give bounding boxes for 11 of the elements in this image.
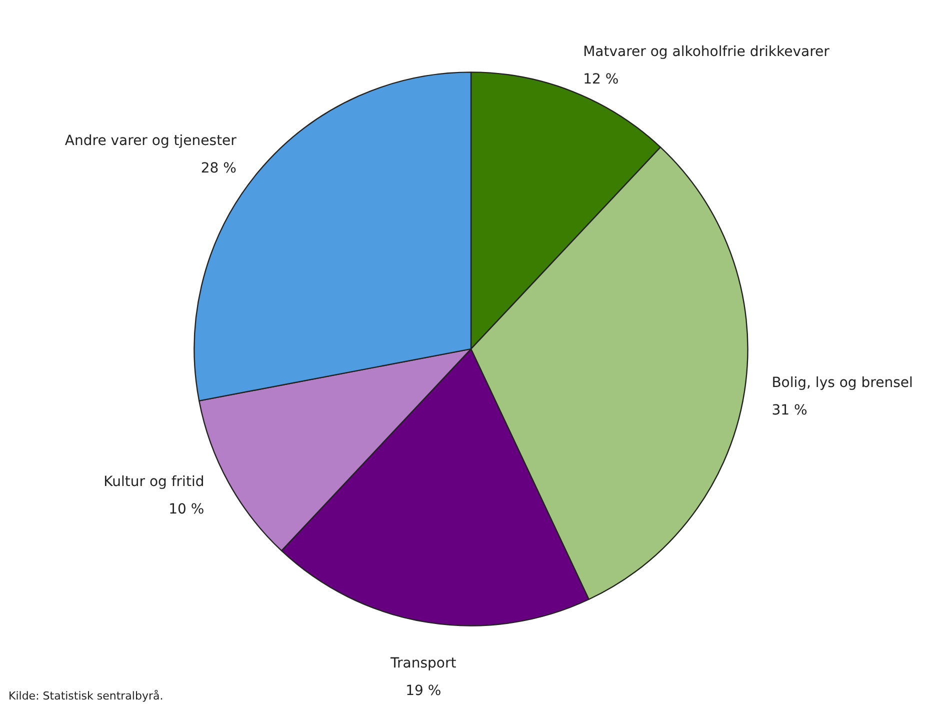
slice-label: Transport xyxy=(390,655,457,672)
slice-label: Kultur og fritid xyxy=(104,474,204,490)
text: Kilde: Statistisk sentralbyrå. xyxy=(8,690,164,702)
slice-label: Matvarer og alkoholfrie drikkevarer xyxy=(583,44,830,60)
data-label: 10 % xyxy=(168,501,204,518)
data-label: 12 % xyxy=(583,72,619,88)
slice-label: Bolig, lys og brensel xyxy=(772,374,913,391)
data-label: 19 % xyxy=(406,683,442,700)
slice-label: Andre varer og tjenester xyxy=(64,133,237,150)
data-label: 31 % xyxy=(772,402,808,418)
data-label: 28 % xyxy=(200,160,236,177)
